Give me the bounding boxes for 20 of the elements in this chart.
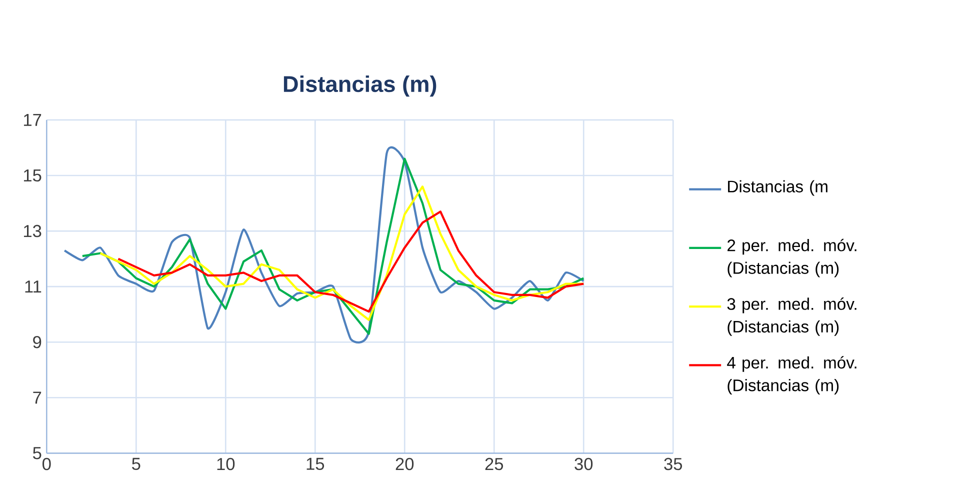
x-tick-label: 25 [485, 458, 504, 470]
y-tick-label: 7 [33, 392, 42, 404]
y-tick-label: 9 [33, 336, 42, 348]
y-tick-label: 11 [25, 280, 42, 293]
x-tick-label: 5 [132, 458, 140, 470]
chart-title: Distancias (m) [284, 76, 436, 97]
x-tick-label: 20 [396, 458, 414, 470]
legend-label: Distancias (m [728, 180, 828, 196]
y-tick-label: 5 [32, 447, 42, 460]
x-tick-label: 35 [664, 458, 682, 470]
x-tick-label: 10 [217, 458, 235, 470]
x-tick-label: 30 [574, 458, 593, 470]
y-tick-label: 13 [24, 225, 42, 238]
x-tick-label: 15 [306, 458, 324, 470]
y-tick-label: 17 [24, 114, 42, 126]
legend-label: 2 per. med. móv. (Distancias (m) [728, 239, 856, 278]
x-tick-label: 0 [42, 458, 51, 470]
legend-label: 3 per. med. móv. (Distancias (m) [727, 298, 856, 336]
legend-label: 4 per. med. móv. (Distancias (m) [727, 356, 856, 395]
y-tick-label: 15 [24, 170, 42, 182]
